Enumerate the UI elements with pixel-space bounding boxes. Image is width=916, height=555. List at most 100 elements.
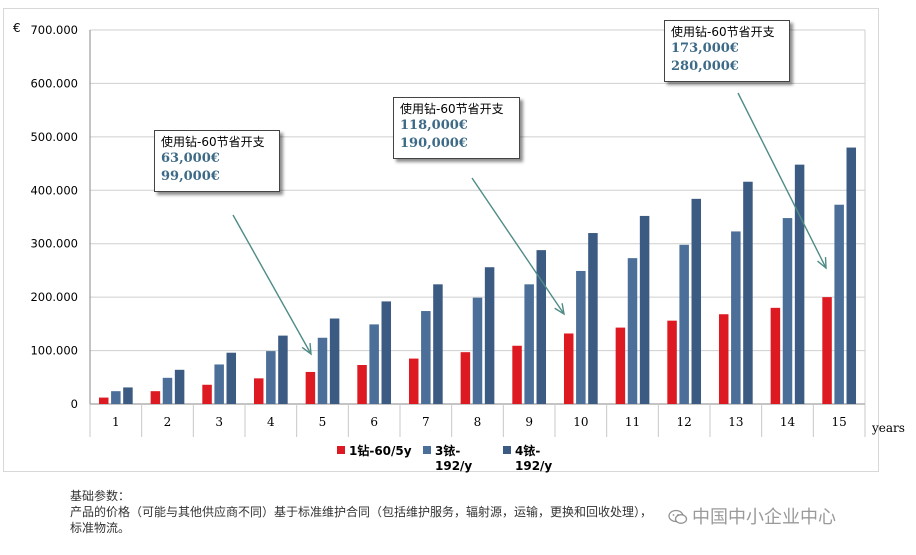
bar-3-14 [794,164,805,404]
bar-3-4 [278,335,288,404]
bar-2-13 [731,231,741,404]
x-tick-label: 10 [573,415,588,429]
bar-2-5 [317,337,328,404]
legend: 1钻-60/5y 3铱-192/y 4铱-192/y [337,443,552,473]
legend-label-2: 3铱-192/y [435,443,472,473]
bar-2-6 [369,324,379,404]
annotation-arrow-head [301,343,312,356]
bar-3-5 [329,318,340,404]
bar-1-7 [408,358,419,404]
annotation-arrows [232,92,827,356]
bar-1-4 [253,378,264,404]
bar-1-5 [305,371,316,404]
watermark-text: 中国中小企业中心 [692,507,836,528]
bar-2-2 [162,377,173,404]
bar-2-7 [421,311,431,404]
callout-title: 使用钻-60节省开支 [671,25,775,39]
bar-2-3 [214,364,224,404]
bar-3-11 [639,215,650,404]
x-tick-label: 3 [215,415,223,429]
bar-3-12 [691,198,702,404]
y-tick-label: 0 [71,397,78,411]
y-tick-label: 300.000 [30,237,78,251]
y-tick-label: 200.000 [30,290,78,304]
bar-2-8 [472,297,483,404]
x-tick-label: 8 [474,415,482,429]
bar-1-12 [667,320,677,404]
bar-1-15 [822,297,832,404]
annotation-callout-year9: 使用钻-60节省开支 118,000€ 190,000€ [393,97,520,159]
bar-1-10 [563,333,574,404]
x-axis-unit-label: years [871,421,905,435]
y-tick-label: 500.000 [30,130,78,144]
footer-line-3: 标准物流。 [70,521,131,535]
legend-label-3: 4铱-192/y [515,443,552,473]
x-tick-label: 5 [319,415,327,429]
legend-swatch-3 [503,446,511,454]
bar-3-3 [226,352,237,404]
bar-1-8 [460,352,471,404]
bar-2-1 [111,391,121,404]
x-tick-label: 13 [728,415,743,429]
callout-value-2: 190,000€ [400,136,468,151]
y-tick-label: 100.000 [30,344,78,358]
bars [98,147,857,405]
x-tick-label: 15 [832,415,847,429]
watermark: 中国中小企业中心 [668,503,836,529]
bar-2-9 [524,284,534,404]
legend-swatch-1 [337,446,345,454]
bar-3-1 [123,387,133,404]
annotation-arrow-line [737,92,827,269]
callout-value-1: 63,000€ [161,151,220,166]
annotation-arrow-line [232,214,312,355]
wechat-icon [668,509,688,524]
y-tick-label: 700.000 [30,23,78,37]
bar-3-10 [588,233,598,404]
bar-1-2 [150,391,161,404]
bar-2-11 [627,258,638,404]
chart-frame [3,8,879,472]
bar-1-9 [512,345,522,404]
callout-value-2: 280,000€ [671,59,739,74]
bar-3-13 [743,181,753,404]
bar-1-1 [98,397,109,404]
x-tick-label: 1 [112,415,120,429]
callout-value-1: 173,000€ [671,41,739,56]
x-tick-label: 9 [525,415,533,429]
bar-2-15 [834,204,844,404]
bar-2-4 [266,351,276,404]
bar-3-6 [381,301,392,404]
annotation-callout-year15: 使用钻-60节省开支 173,000€ 280,000€ [664,20,790,82]
y-tick-label: 600.000 [30,76,78,90]
annotation-arrow-head [817,257,827,270]
legend-swatch-2 [423,446,431,454]
bar-2-10 [576,270,586,404]
bar-2-12 [679,244,689,404]
bar-1-11 [615,327,626,404]
x-tick-label: 14 [780,415,796,429]
footer-line-2: 产品的价格（可能与其他供应商不同）基于标准维护合同（包括维护服务，辐射源，运输，… [70,505,653,519]
y-axis-currency-label: € [13,21,21,35]
bar-3-9 [536,250,547,404]
bar-3-15 [846,147,857,405]
bar-1-6 [357,364,367,404]
bar-3-2 [174,369,185,404]
x-tick-label: 7 [422,415,430,429]
annotation-callout-year5: 使用钻-60节省开支 63,000€ 99,000€ [154,130,280,192]
annotation-arrow-line [471,177,565,315]
x-tick-label: 2 [164,415,172,429]
callout-title: 使用钻-60节省开支 [400,102,504,116]
bar-chart: 0 100.000 200.000 300.000 400.000 500.000 600.… [13,21,905,473]
callout-value-2: 99,000€ [161,169,220,184]
bar-2-14 [782,218,793,404]
bar-1-3 [202,384,212,404]
bar-3-7 [433,284,443,404]
callout-title: 使用钻-60节省开支 [161,135,265,149]
footer-notes: 基础参数： 产品的价格（可能与其他供应商不同）基于标准维护合同（包括维护服务，辐… [70,488,900,536]
callout-value-1: 118,000€ [400,118,468,133]
x-tick-label: 12 [677,415,692,429]
y-tick-label: 400.000 [30,183,78,197]
bar-1-13 [718,314,729,404]
x-tick-label: 4 [267,415,275,429]
footer-line-1: 基础参数： [70,489,131,503]
